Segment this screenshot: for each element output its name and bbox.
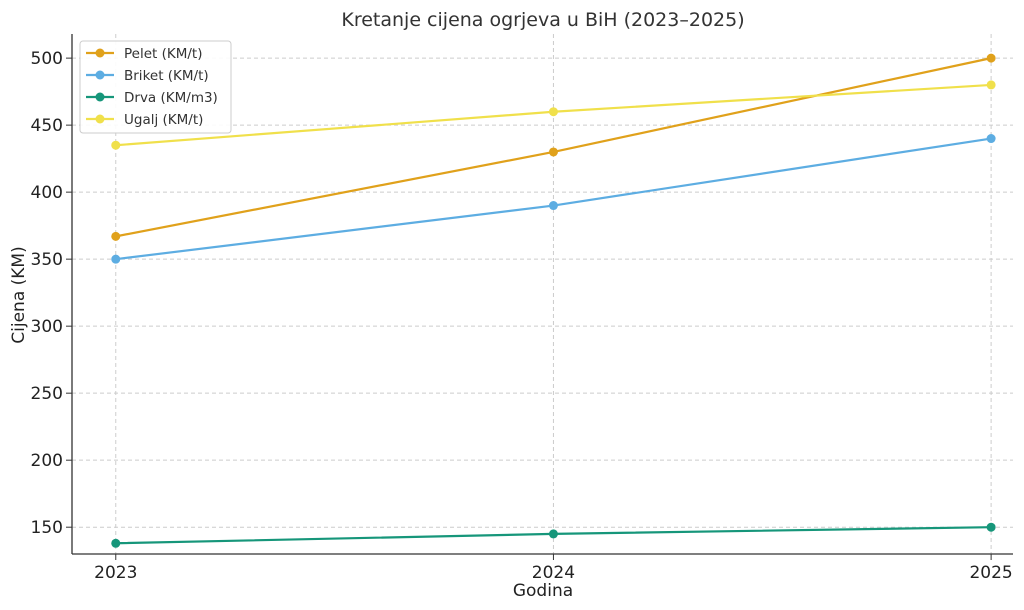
legend: Pelet (KM/t) Briket (KM/t) Drva (KM/m3) Uga… [79, 40, 232, 134]
series-2 [111, 522, 996, 548]
data-point [111, 538, 121, 548]
legend-swatch-marker [95, 70, 105, 80]
x-axis-ticks: 2023 2024 2025 [94, 554, 1013, 583]
legend-box [79, 40, 232, 134]
y-tick-label: 500 [31, 49, 63, 69]
legend-item: Drva (KM/m3) [86, 90, 218, 106]
y-tick-label: 450 [31, 116, 63, 136]
data-point [986, 53, 996, 63]
legend-label: Pelet (KM/t) [124, 46, 202, 62]
y-tick-label: 200 [31, 451, 63, 471]
x-tick-label: 2025 [969, 563, 1012, 583]
y-tick-label: 250 [31, 384, 63, 404]
legend-item: Ugalj (KM/t) [86, 112, 203, 128]
axes [71, 34, 1013, 555]
legend-label: Drva (KM/m3) [124, 90, 218, 106]
data-point [548, 529, 558, 539]
data-point [111, 231, 121, 241]
legend-swatch-marker [95, 48, 105, 58]
x-axis-label: Godina [513, 581, 573, 601]
series-0 [111, 53, 996, 241]
y-axis-label: Cijena (KM) [9, 246, 29, 343]
y-tick-label: 150 [31, 518, 63, 538]
series-3 [111, 80, 996, 150]
data-point [548, 107, 558, 117]
legend-swatch-marker [95, 114, 105, 124]
x-tick-label: 2024 [532, 563, 575, 583]
y-tick-label: 350 [31, 250, 63, 270]
y-tick-label: 300 [31, 317, 63, 337]
y-tick-label: 400 [31, 183, 63, 203]
legend-item: Briket (KM/t) [86, 68, 209, 84]
data-point [548, 201, 558, 211]
series-1 [111, 134, 996, 264]
legend-item: Pelet (KM/t) [86, 46, 202, 62]
data-point [986, 522, 996, 532]
data-point [986, 134, 996, 144]
data-point [548, 147, 558, 157]
x-tick-label: 2023 [94, 563, 137, 583]
data-point [111, 254, 121, 264]
legend-swatch-marker [95, 92, 105, 102]
data-point [986, 80, 996, 90]
data-point [111, 140, 121, 150]
legend-label: Briket (KM/t) [124, 68, 209, 84]
legend-label: Ugalj (KM/t) [124, 112, 203, 128]
chart-title: Kretanje cijena ogrjeva u BiH (2023–2025… [341, 9, 744, 31]
y-axis-ticks: 150 200 250 300 350 400 450 500 [31, 49, 72, 538]
series-group [111, 53, 996, 548]
